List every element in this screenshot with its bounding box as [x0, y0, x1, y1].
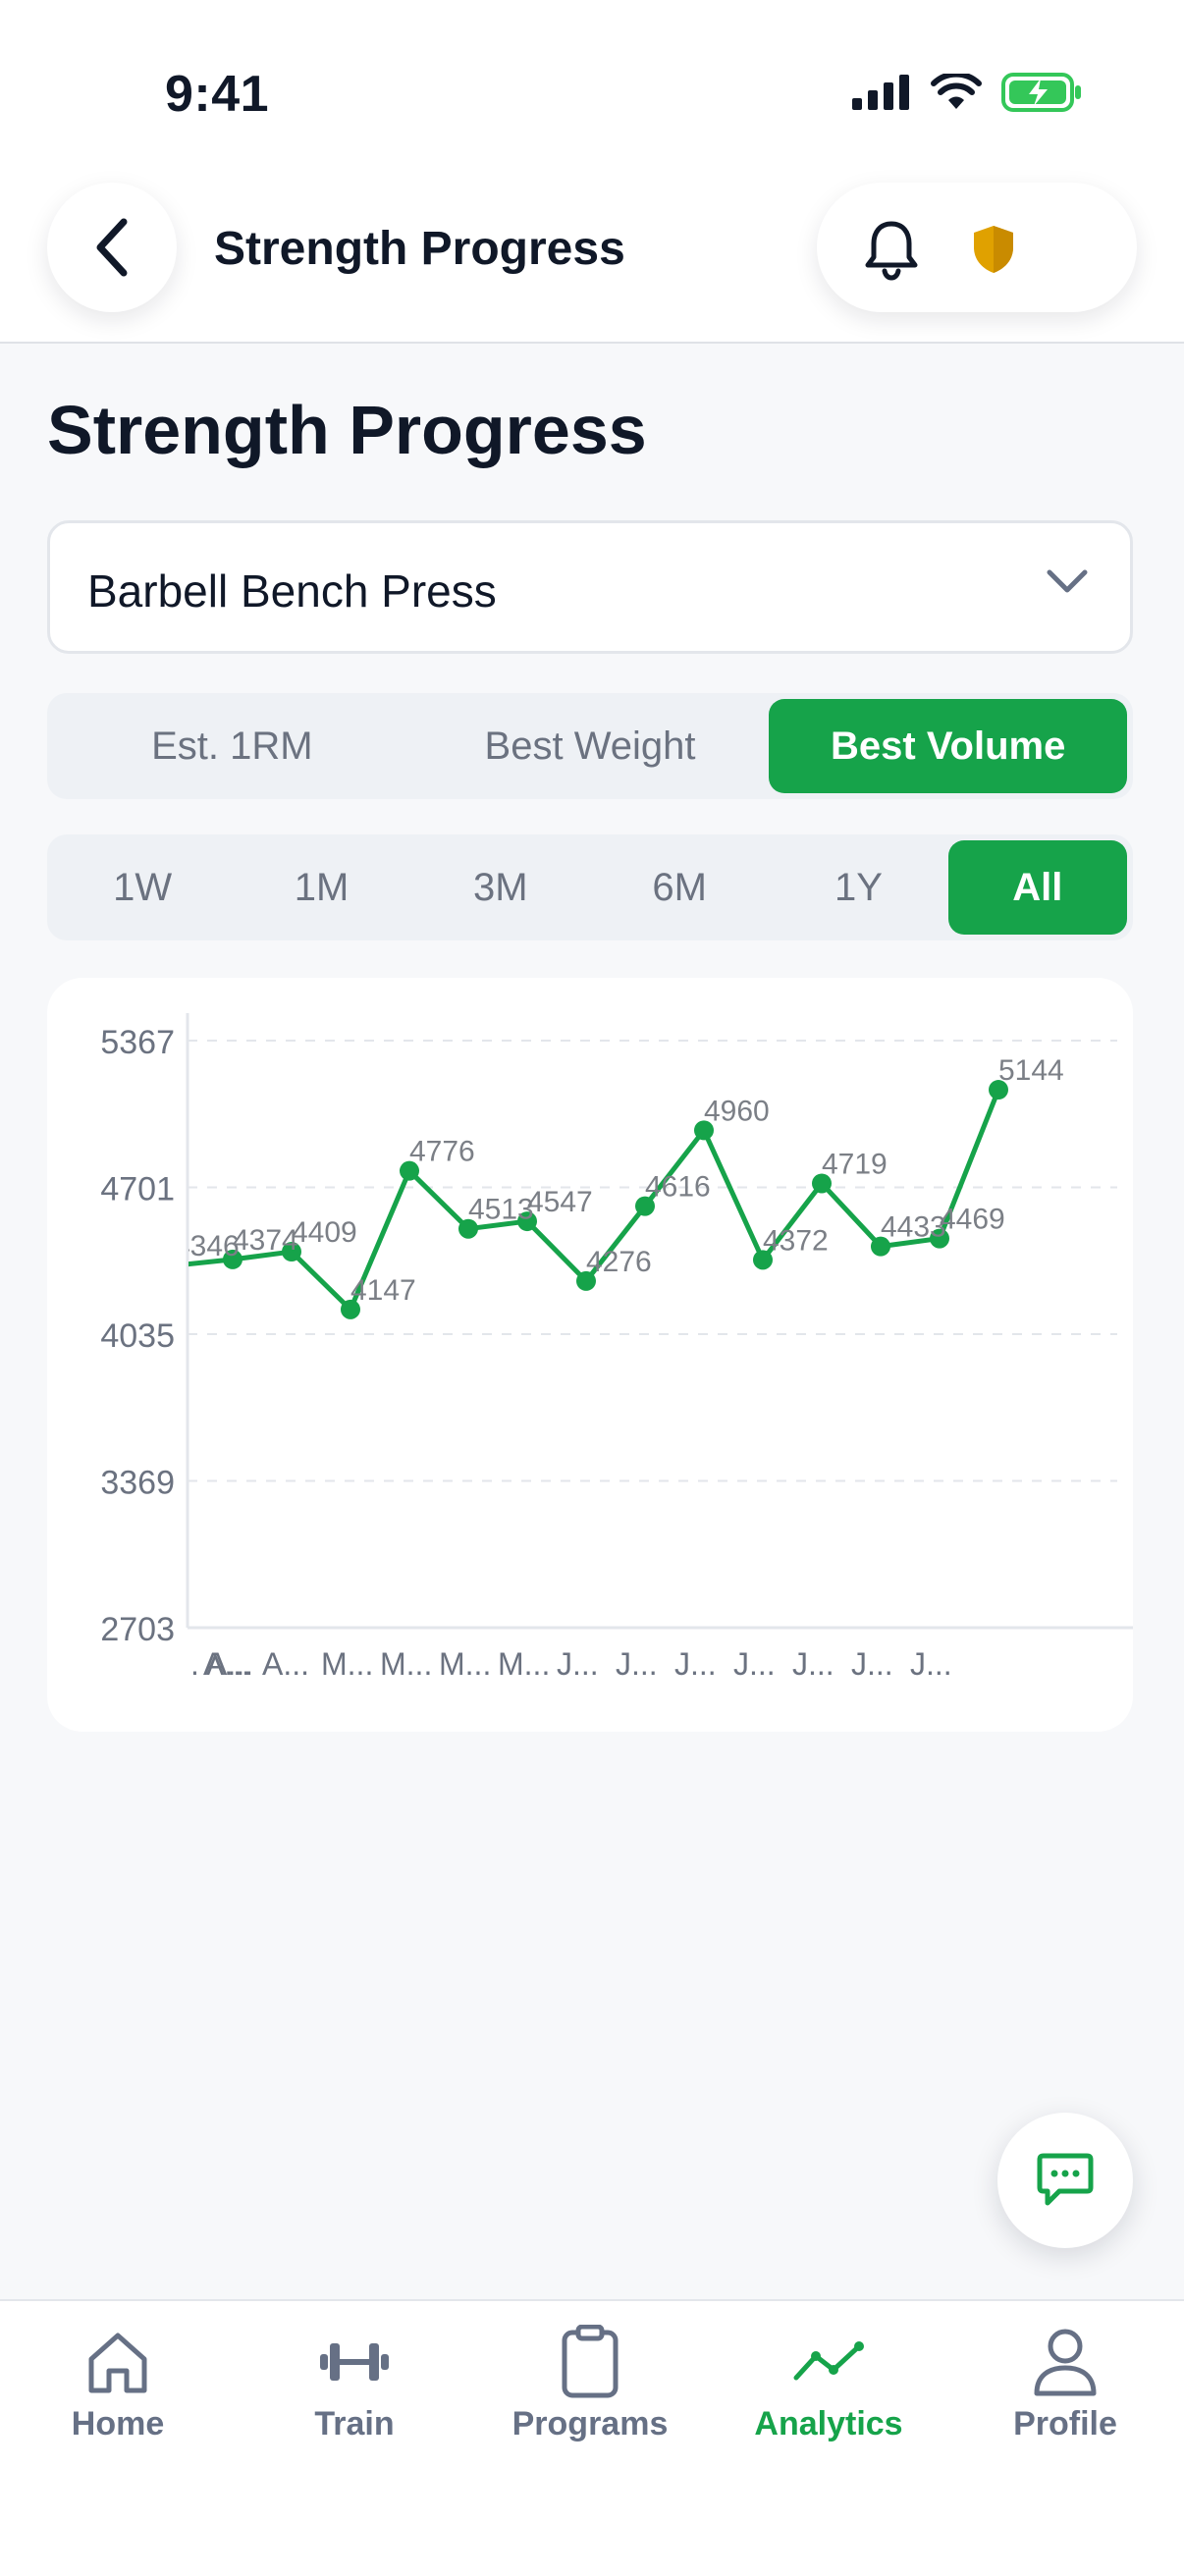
chat-button[interactable]	[997, 2113, 1133, 2248]
data-point[interactable]	[341, 1299, 360, 1319]
data-point[interactable]	[164, 1256, 184, 1275]
data-point[interactable]	[871, 1236, 890, 1257]
nav-train[interactable]: Train	[246, 2325, 462, 2452]
nav-programs[interactable]: Programs	[482, 2325, 698, 2452]
data-label: 5144	[998, 1054, 1064, 1087]
chat-icon	[1037, 2153, 1094, 2206]
data-point[interactable]	[812, 1173, 832, 1194]
data-label: 4374	[233, 1224, 298, 1257]
data-point[interactable]	[694, 1120, 714, 1141]
header-title: Strength Progress	[214, 223, 625, 275]
data-label: 4513	[468, 1194, 534, 1226]
bell-icon	[865, 221, 918, 281]
chart-card: 2703 3369 4035 4701 5367 4346 4374 4409 4147 477…	[47, 978, 1133, 1732]
x-tick-label: . A...	[190, 1646, 253, 1682]
page-title: Strength Progress	[47, 392, 647, 468]
data-label: 4469	[940, 1204, 1005, 1236]
data-label: 4719	[822, 1148, 888, 1180]
data-point[interactable]	[458, 1218, 478, 1239]
y-tick-label: 4035	[100, 1317, 175, 1355]
nav-analytics[interactable]: Analytics	[721, 2325, 937, 2452]
range-1y[interactable]: 1Y	[834, 865, 883, 909]
data-point[interactable]	[930, 1228, 949, 1249]
exercise-select[interactable]: Barbell Bench Press	[47, 520, 1133, 654]
y-tick-label: 3369	[100, 1465, 175, 1502]
bottom-nav: Home Train Programs	[0, 2299, 1184, 2576]
x-tick-label: J...	[910, 1646, 952, 1682]
data-label: 4372	[763, 1224, 829, 1257]
x-tick-label: M...	[439, 1646, 491, 1682]
data-label: 4276	[586, 1246, 652, 1278]
data-label: 4616	[645, 1171, 711, 1204]
tab-best-weight[interactable]: Best Weight	[484, 724, 696, 768]
chevron-left-icon	[96, 218, 128, 277]
metric-tabs: Est. 1RM Best Weight Best Volume	[47, 693, 1133, 799]
x-tick-label: J...	[851, 1646, 893, 1682]
analytics-icon	[793, 2341, 864, 2381]
x-tick-label: M...	[321, 1646, 373, 1682]
nav-profile[interactable]: Profile	[957, 2325, 1173, 2452]
x-tick-label: J...	[674, 1646, 717, 1682]
data-label: 4547	[527, 1186, 593, 1218]
range-all[interactable]: All	[947, 840, 1127, 935]
nav-label-profile: Profile	[1013, 2405, 1117, 2442]
status-icons	[852, 73, 1082, 112]
status-bar: 9:41	[0, 0, 1184, 167]
x-tick-label: J...	[616, 1646, 658, 1682]
wifi-icon	[931, 74, 982, 109]
data-label: 4960	[704, 1095, 770, 1127]
data-point[interactable]	[576, 1270, 596, 1291]
notifications-button[interactable]	[862, 218, 921, 286]
data-label: 4433	[881, 1211, 946, 1244]
y-tick-label: 4701	[100, 1171, 175, 1208]
signal-icon	[852, 75, 909, 110]
x-tick-label: J...	[733, 1646, 776, 1682]
range-tabs: 1W 1M 3M 6M 1Y All	[47, 834, 1133, 940]
battery-icon	[1001, 73, 1081, 112]
shield-icon	[974, 226, 1013, 273]
home-icon	[88, 2333, 147, 2393]
user-icon	[1034, 2329, 1097, 2396]
x-tick-label: M...	[380, 1646, 432, 1682]
header-actions	[817, 183, 1137, 312]
nav-label-programs: Programs	[511, 2405, 669, 2442]
data-label: 4346	[174, 1230, 240, 1262]
clipboard-icon	[562, 2325, 619, 2398]
data-point[interactable]	[400, 1160, 419, 1181]
x-tick-label: J...	[792, 1646, 834, 1682]
x-tick-label: M...	[498, 1646, 550, 1682]
dumbbell-icon	[320, 2343, 389, 2381]
data-point[interactable]	[282, 1242, 301, 1262]
data-point[interactable]	[223, 1249, 242, 1269]
chevron-down-icon	[1047, 569, 1088, 593]
data-label: 4147	[350, 1274, 416, 1307]
data-point[interactable]	[635, 1196, 655, 1216]
nav-label-train: Train	[314, 2405, 395, 2442]
status-time: 9:41	[165, 66, 270, 123]
data-point[interactable]	[989, 1080, 1008, 1100]
exercise-select-value: Barbell Bench Press	[87, 565, 497, 617]
data-point[interactable]	[517, 1211, 537, 1232]
data-point[interactable]	[753, 1250, 773, 1270]
data-label: 4409	[292, 1216, 357, 1249]
x-tick-label: A...	[203, 1646, 250, 1682]
y-tick-label: 2703	[100, 1611, 175, 1648]
y-tick-label: 5367	[100, 1024, 175, 1061]
data-label: 4776	[409, 1136, 475, 1168]
tab-est-1rm[interactable]: Est. 1RM	[151, 724, 313, 768]
x-tick-label: A...	[262, 1646, 309, 1682]
back-button[interactable]	[47, 183, 177, 312]
nav-label-home: Home	[71, 2405, 165, 2442]
x-tick-label: J...	[557, 1646, 599, 1682]
range-6m[interactable]: 6M	[652, 865, 707, 909]
nav-label-analytics: Analytics	[754, 2405, 903, 2442]
range-3m[interactable]: 3M	[473, 865, 528, 909]
range-1m[interactable]: 1M	[294, 865, 350, 909]
range-1w[interactable]: 1W	[113, 865, 173, 909]
tab-best-volume[interactable]: Best Volume	[769, 699, 1128, 793]
nav-home[interactable]: Home	[10, 2325, 226, 2452]
shield-badge-button[interactable]	[972, 224, 1015, 280]
app-header: Strength Progress	[0, 167, 1184, 344]
